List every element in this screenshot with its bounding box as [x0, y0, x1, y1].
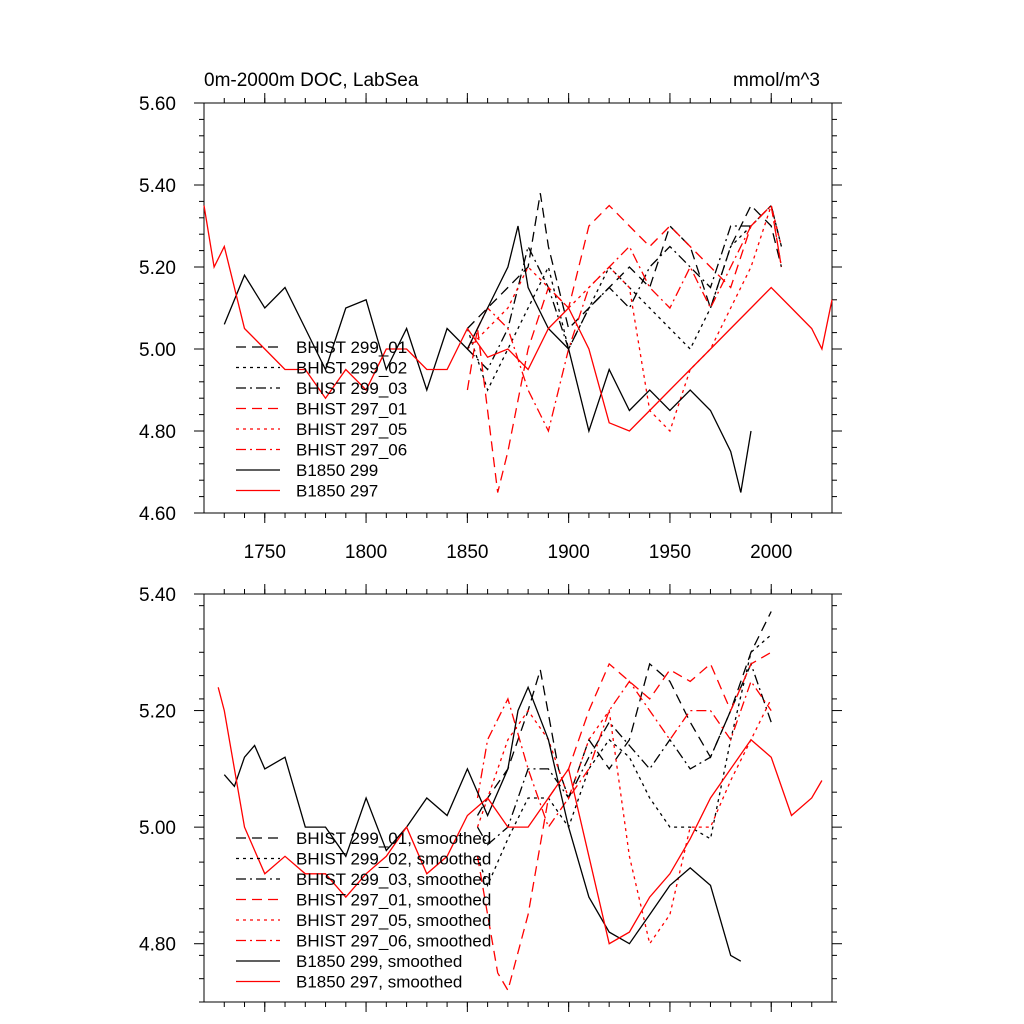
series-line-1	[466, 193, 783, 330]
x-tick-label: 1750	[244, 542, 286, 563]
x-tick-label: 2000	[750, 542, 792, 563]
series-line-3	[466, 204, 783, 371]
series-line-1	[476, 611, 772, 816]
legend-label: BHIST 297_06, smoothed	[296, 932, 491, 951]
series-line-8	[203, 205, 833, 432]
series-line-4	[466, 204, 783, 493]
y-tick-label: 5.40	[139, 585, 176, 606]
x-tick-label: 1850	[446, 542, 488, 563]
series-line-3	[476, 662, 772, 846]
y-tick-label: 5.40	[139, 176, 176, 197]
x-tick-label: 1950	[649, 542, 691, 563]
series-line-6	[466, 204, 783, 433]
y-tick-label: 5.20	[139, 702, 176, 723]
plot-frame	[203, 593, 833, 1003]
bottom-panel: 4.80 5.00 5.20 5.40 BHIST 299_01, smoothed BH…	[139, 584, 842, 1012]
x-tick-label: 1900	[548, 542, 590, 563]
legend-label: B1850 297, smoothed	[296, 973, 462, 992]
series-line-7	[223, 685, 742, 962]
series-line-2	[466, 204, 783, 392]
chart-units: mmol/m^3	[733, 70, 820, 91]
y-tick-label: 4.60	[139, 504, 176, 525]
y-tick-label: 4.80	[139, 422, 176, 443]
legend-label: BHIST 299_03, smoothed	[296, 870, 491, 889]
legend-label: BHIST 299_02	[296, 359, 407, 378]
legend-label: BHIST 297_06	[296, 441, 407, 460]
series-line-5	[476, 698, 772, 946]
series-line-5	[466, 203, 783, 433]
y-tick-label: 5.00	[139, 340, 176, 361]
legend-label: BHIST 299_01	[296, 338, 407, 357]
legend-label: BHIST 299_01, smoothed	[296, 829, 491, 848]
legend-label: B1850 297	[296, 482, 378, 501]
series-line-8	[217, 687, 823, 945]
legend-label: BHIST 299_03	[296, 379, 407, 398]
plot-frame	[203, 102, 833, 514]
legend-label: BHIST 299_02, smoothed	[296, 850, 491, 869]
x-tick-label: 1800	[345, 542, 387, 563]
y-tick-label: 5.00	[139, 818, 176, 839]
series-line-6	[476, 679, 772, 829]
y-tick-label: 5.60	[139, 94, 176, 115]
legend-label: BHIST 297_01	[296, 400, 407, 419]
series-line-4	[476, 651, 772, 992]
legend-label: BHIST 297_01, smoothed	[296, 891, 491, 910]
series-line-7	[223, 225, 752, 493]
series-line-2	[476, 634, 772, 888]
legend-label: BHIST 297_05, smoothed	[296, 911, 491, 930]
top-panel: 0m-2000m DOC, LabSea mmol/m^3 4.60 4.80 5.…	[139, 70, 842, 563]
legend-label: B1850 299	[296, 461, 378, 480]
legend-label: B1850 299, smoothed	[296, 952, 462, 971]
legend-label: BHIST 297_05	[296, 420, 407, 439]
y-tick-label: 5.20	[139, 258, 176, 279]
y-tick-label: 4.80	[139, 935, 176, 956]
chart-title: 0m-2000m DOC, LabSea	[204, 70, 419, 91]
